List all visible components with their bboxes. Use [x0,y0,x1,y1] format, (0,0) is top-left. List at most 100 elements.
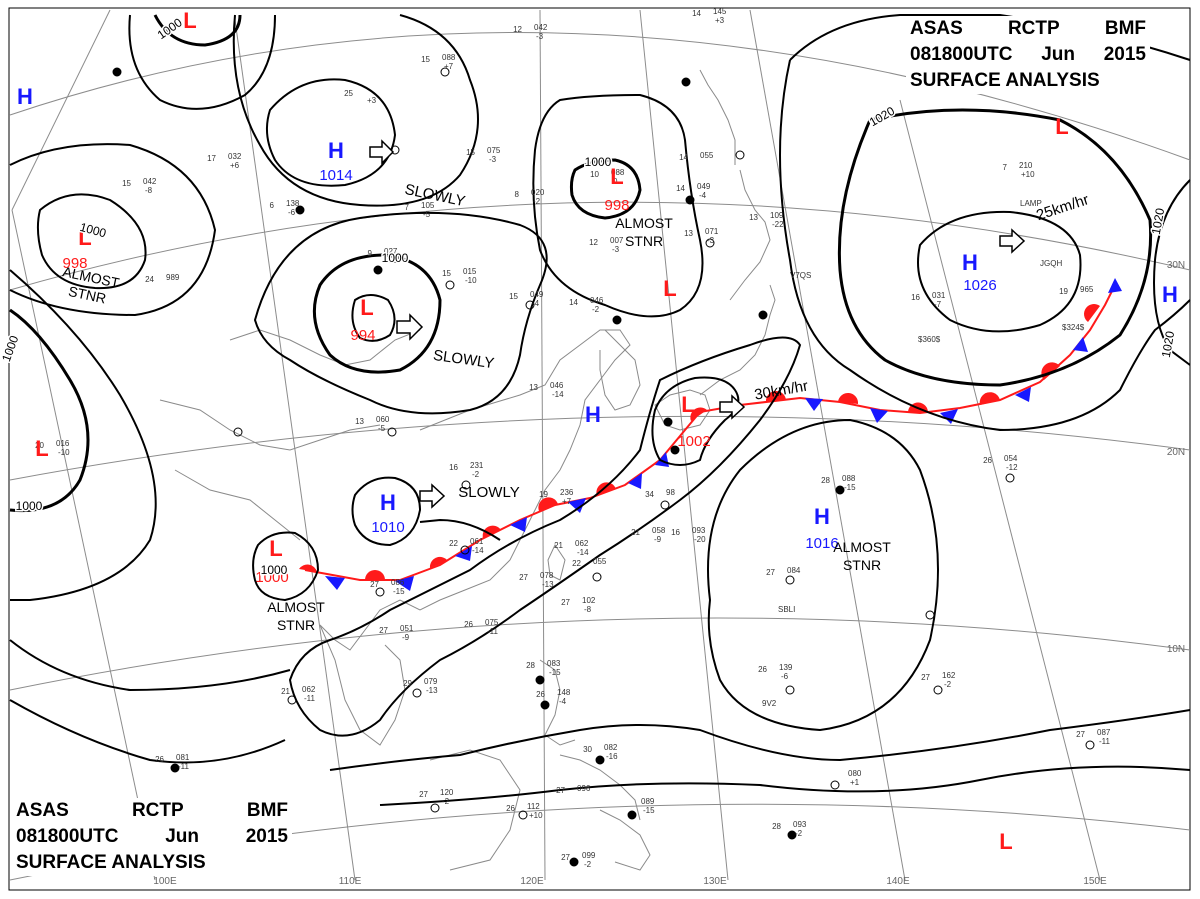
longitude-line-150e [899,99,1101,881]
station-temperature: 26 [758,665,767,674]
station-tendency: -12 [386,256,398,265]
station-pressure: 088 [842,474,856,483]
station-temperature: 29 [403,679,412,688]
station-pressure: 093 [692,526,706,535]
station-temperature: 28 [821,476,830,485]
station-pressure: 061 [470,537,484,546]
station-circle [705,238,715,248]
station-temperature: 27 [419,790,428,799]
isobar [351,294,396,342]
station-circle [445,280,455,290]
valid-year: 2015 [1103,44,1146,65]
station-circle [787,830,797,840]
station-temperature: 27 [556,786,565,795]
station-circle [627,810,637,820]
station-pressure: 027 [384,247,398,256]
station-id: JGQH [1040,259,1062,268]
station-tendency: -13 [426,686,438,695]
isobar [265,78,397,187]
station-temperature: 27 [379,626,388,635]
low-pressure-symbol: L [610,164,623,189]
bulletin-code: BMF [1104,18,1146,39]
station-circle [663,417,673,427]
cold-tooth [805,398,823,411]
longitude-label: 130E [703,876,727,887]
station-pressure: 112 [527,802,540,811]
station-tendency: -3 [707,236,715,245]
isobar [312,253,442,374]
station-temperature: 15 [442,269,451,278]
isobar [252,531,320,602]
station-pressure: 075 [485,618,499,627]
station-circle [670,445,680,455]
isobar-value-label: 1020 [1149,207,1167,236]
station-pressure: 093 [793,820,807,829]
station-temperature: 27 [921,673,930,682]
low-pressure-value: 998 [604,197,629,214]
station-pressure: 162 [942,671,956,680]
valid-time: 081800UTC [16,826,119,847]
station-temperature: 13 [355,417,364,426]
station-pressure: 082 [604,743,618,752]
station-circle [785,685,795,695]
station-temperature: 8 [515,190,520,199]
station-pressure: 055 [700,151,714,160]
station-tendency: -15 [549,668,561,677]
station-circle [112,67,122,77]
coast-korea [599,329,641,411]
station-pressure: 054 [1004,454,1018,463]
station-pressure: 120 [440,788,454,797]
station-temperature: 28 [526,661,535,670]
station-tendency: -12 [1006,463,1018,472]
pressure-systems: H1014L998L994L998H1026H1010L1000L1002H10… [17,8,1178,854]
station-temperature: 7 [405,203,410,212]
station-tendency: +7 [562,497,572,506]
station-tendency: -20 [694,535,706,544]
station-circle [595,755,605,765]
longitude-line-140e [749,9,906,881]
station-pressure: 075 [487,146,501,155]
coast-sakhalin [699,69,736,165]
cold-tooth [1108,278,1122,293]
station-tendency: -13 [542,580,554,589]
station-tendency: -2 [472,470,480,479]
warm-lobe [979,392,1000,405]
isobar [419,518,501,541]
station-pressure: 099 [582,851,596,860]
agency-code: ASAS [910,18,963,39]
coast-taiwan [547,543,566,581]
coast-mainland-china [319,329,631,651]
cold-tooth [628,473,642,489]
station-plots [112,67,1095,867]
station-tendency: -22 [772,220,784,229]
station-temperature: 16 [911,293,920,302]
station-pressure: 145 [713,7,727,16]
station-pressure: 055 [593,557,607,566]
station-circle [758,310,768,320]
station-tendency: -9 [402,633,410,642]
low-pressure-value: 1000 [255,569,288,586]
station-temperature: 14 [676,184,685,193]
station-tendency: -14 [552,390,564,399]
station-temperature: 27 [561,853,570,862]
high-pressure-symbol: H [814,504,830,529]
station-pressure: 071 [705,227,719,236]
station-tendency: +6 [230,161,240,170]
station-temperature: 26 [506,804,515,813]
cold-tooth [1073,337,1088,352]
valid-time: 081800UTC [910,44,1013,65]
station-pressure: 049 [530,290,544,299]
station-temperature: 26 [155,755,164,764]
latitude-label: 10N [1167,644,1185,655]
station-temperature: 14 [569,298,578,307]
graticule [9,9,1191,881]
station-tendency: -11 [1099,737,1111,746]
isobars [9,14,1191,806]
station-tendency: -9 [654,535,662,544]
station-circle [461,480,471,490]
station-temperature: 27 [1076,730,1085,739]
movement-arrow-icon [999,228,1026,254]
station-circle [287,695,297,705]
station-pressure: 007 [610,236,624,245]
